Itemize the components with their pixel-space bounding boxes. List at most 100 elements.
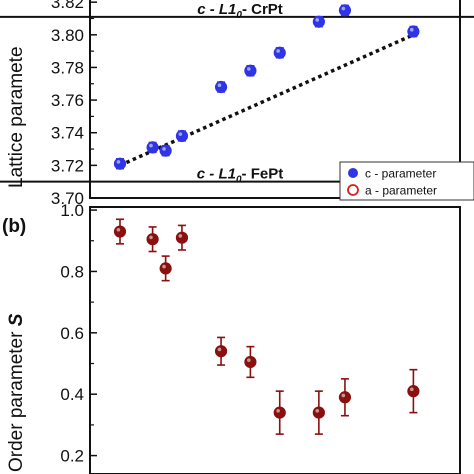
- panel-b-marker: [407, 385, 420, 398]
- panel-a-lattice-parameter: 3.70 3.72 3.74 3.76 3.78 3.80 3.82 a - L10- Cr…: [0, 0, 474, 208]
- panel-a-y-tick-label: 3.72: [51, 156, 84, 175]
- panel-b-y-ticks: 0.2 0.4 0.6 0.8 1.0: [60, 201, 97, 466]
- panel-b-marker-highlight: [178, 234, 183, 238]
- panel-a-data-point: [273, 46, 286, 59]
- panel-a-marker-highlight: [315, 18, 320, 22]
- panel-b-y-axis-symbol: S: [6, 313, 27, 326]
- panel-b-y-tick-label: 1.0: [60, 201, 84, 220]
- panel-b-marker-highlight: [149, 235, 153, 240]
- panel-b-marker: [113, 225, 127, 238]
- panel-b-marker: [214, 345, 228, 358]
- panel-a-axes-frame: [89, 0, 461, 199]
- reference-label-suffix: - CrPt: [242, 1, 283, 18]
- panel-a-data-point: [407, 25, 420, 38]
- panel-a-marker-highlight: [247, 67, 251, 71]
- panel-a-marker-highlight: [217, 83, 222, 88]
- panel-a-reference-label: c - L10- FePt: [197, 166, 283, 186]
- panel-a-marker-highlight: [341, 6, 346, 11]
- panel-b-marker-highlight: [116, 227, 121, 232]
- panel-a-marker: [113, 157, 127, 170]
- panel-b-data-point: [159, 255, 172, 282]
- panel-a-data-point: [159, 144, 172, 157]
- panel-b-y-tick-label: 0.4: [60, 385, 84, 404]
- panel-a-y-ticks: 3.70 3.72 3.74 3.76 3.78 3.80 3.82: [51, 0, 97, 208]
- panel-b-marker-highlight: [247, 358, 251, 362]
- panel-a-marker-highlight: [410, 27, 414, 32]
- panel-b-data-point: [175, 224, 189, 251]
- panel-a-data-point: [312, 15, 325, 28]
- panel-b-axes-frame: [89, 206, 461, 474]
- panel-b-data-point: [214, 336, 228, 366]
- panel-a-y-tick-label: 3.80: [51, 26, 84, 45]
- panel-a-y-tick-label: 3.78: [51, 58, 84, 77]
- legend-box: [339, 161, 474, 201]
- legend-marker-open: [347, 184, 359, 196]
- reference-label-subscript: 0: [236, 175, 242, 186]
- panel-a-reference-label: c - L10- CrPt: [197, 1, 283, 21]
- reference-label-prefix: c - L1: [197, 1, 236, 18]
- reference-label-suffix: - FePt: [242, 166, 284, 183]
- panel-b-data-point: [407, 368, 420, 414]
- panel-a-data-point: [175, 129, 189, 143]
- panel-b-y-axis-label-text: Order parameter: [6, 331, 27, 472]
- panel-a-marker: [146, 141, 159, 154]
- panel-a-y-tick-label: 3.74: [51, 124, 84, 143]
- panel-a-y-tick-label: 3.82: [51, 0, 84, 12]
- panel-a-marker: [338, 4, 352, 17]
- panel-a-marker-highlight: [162, 147, 166, 151]
- legend-entry: a - parameter: [365, 184, 437, 198]
- reference-label-subscript: 0: [236, 10, 242, 21]
- panel-b-marker: [312, 406, 325, 419]
- panel-a-data-point: [244, 64, 257, 77]
- panel-b-marker: [146, 233, 159, 246]
- panel-b-data-point: [146, 226, 159, 253]
- panel-a-marker: [214, 80, 228, 94]
- panel-a-marker: [244, 64, 257, 77]
- panel-a-marker: [159, 144, 172, 157]
- panel-b-marker-highlight: [410, 387, 414, 392]
- panel-a-marker-highlight: [178, 132, 183, 136]
- panel-a-y-tick-label: 3.70: [51, 189, 84, 208]
- panel-b-y-tick-label: 0.2: [60, 447, 84, 466]
- panel-a-reference-label: a - L10- CrPt: [197, 0, 283, 3]
- panel-b-marker-highlight: [315, 409, 320, 413]
- panel-b-order-parameter: (b) 0.2 0.4 0.6 0.8 1.0 Order parameter S: [2, 201, 461, 474]
- panel-a-data-point: [214, 80, 228, 94]
- panel-a-data-points: [113, 4, 420, 170]
- panel-b-data-points: [113, 218, 420, 435]
- panel-b-y-axis-label: Order parameter S: [6, 313, 27, 472]
- panel-b-marker-highlight: [341, 393, 346, 398]
- panel-b-marker: [175, 231, 189, 244]
- panel-a-marker: [175, 129, 189, 143]
- panel-a-marker: [312, 15, 325, 28]
- panel-b-marker-highlight: [217, 347, 222, 352]
- panel-b-data-point: [338, 378, 352, 417]
- panel-a-y-axis-label: Lattice paramete: [6, 46, 27, 188]
- panel-a-data-point: [146, 141, 159, 154]
- panel-b-marker: [244, 355, 257, 369]
- panel-a-trend-line: [119, 33, 415, 167]
- reference-label-subscript: 0: [236, 0, 242, 3]
- legend-marker-filled: [348, 168, 358, 178]
- legend-entry: c - parameter: [365, 167, 436, 181]
- panel-b-label: (b): [2, 216, 26, 237]
- panel-b-data-point: [273, 390, 286, 435]
- panel-a-marker-highlight: [149, 143, 153, 148]
- panel-a-data-point: [338, 4, 352, 17]
- panel-a-legend: c - parameter a - parameter: [339, 161, 474, 201]
- panel-b-data-point: [312, 390, 325, 435]
- panel-b-data-point: [244, 345, 257, 379]
- panel-b-marker: [159, 262, 172, 275]
- panel-a-marker-highlight: [276, 49, 280, 53]
- panel-b-data-point: [113, 218, 127, 245]
- reference-label-prefix: c - L1: [197, 166, 236, 183]
- panel-a-marker-highlight: [116, 160, 121, 164]
- panel-a-y-tick-label: 3.76: [51, 91, 84, 110]
- panel-a-data-point: [113, 157, 127, 170]
- panel-b-marker-highlight: [162, 264, 166, 269]
- panel-b-marker: [338, 391, 352, 404]
- panel-a-marker: [407, 25, 420, 38]
- panel-b-marker-highlight: [276, 409, 280, 413]
